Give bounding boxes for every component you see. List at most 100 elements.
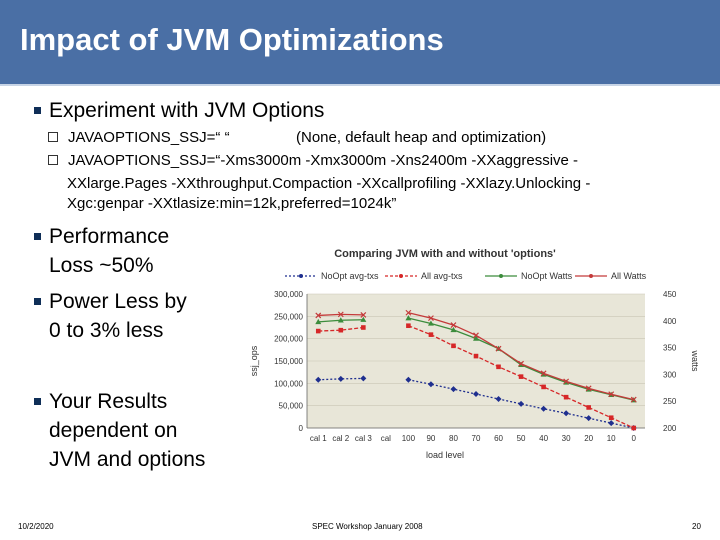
data-point [337,375,344,382]
chart-title: Comparing JVM with and without 'options' [334,248,556,260]
data-point [405,376,412,383]
x-tick-label: 40 [539,434,548,443]
data-point [473,332,479,339]
x-tick-label: 60 [494,434,503,443]
bullet-results-line-3: JVM and options [49,448,206,471]
x-tick-label: cal 1 [310,434,327,443]
data-point [518,400,525,407]
data-point [315,312,322,319]
bullet-results-line-1: Your Results [49,390,168,413]
data-point [315,328,321,334]
square-bullet-icon [34,398,41,405]
bullet-experiment: Experiment with JVM Options [34,96,324,125]
bullet-power-line-1: Power Less by [49,290,187,313]
y2-tick-label: 450 [663,290,677,299]
x-tick-label: 20 [584,434,593,443]
y2-tick-label: 200 [663,424,677,433]
sub-bullet-2-line-3: Xgc:genpar -XXtlasize:min=12k,preferred=… [67,195,397,212]
data-point [428,332,434,337]
y-tick-label: 0 [299,424,304,433]
sub-bullet-2-line-1: JAVAOPTIONS_SSJ=“-Xms3000m -Xmx3000m -Xn… [68,152,579,169]
data-point [361,325,366,330]
series-line [318,326,364,332]
data-point [450,386,457,393]
y-tick-label: 150,000 [274,357,303,366]
data-point [496,364,501,370]
square-bullet-icon [34,298,41,305]
legend-label: All avg-txs [421,271,463,281]
data-point [360,375,367,382]
data-point [473,353,479,359]
data-point [360,311,367,318]
data-point [451,343,456,349]
y2-tick-label: 250 [663,397,677,406]
data-point [473,335,479,341]
data-point [630,396,637,403]
bullet-results-line-2: dependent on [49,419,178,442]
x-tick-label: 30 [562,434,571,443]
sub-bullet-2-line-2: XXlarge.Pages -XXthroughput.Compaction -… [67,175,591,192]
y-tick-label: 200,000 [274,335,303,344]
footer-date: 10/2/2020 [18,522,54,531]
legend-marker [399,274,403,278]
data-point [563,394,569,400]
legend-label: All Watts [611,271,647,281]
data-point [585,415,592,422]
data-point [337,317,344,323]
square-bullet-icon [34,233,41,240]
y-tick-label: 100,000 [274,379,303,388]
series-line [318,377,364,381]
data-point [563,378,570,385]
data-point [608,391,615,398]
bullet-performance-line-1: Performance [49,225,170,248]
y-axis-label: ssj_ops [249,345,259,376]
series-line [408,379,634,429]
bullet-results: Your Results [34,387,167,416]
legend-label: NoOpt avg-txs [321,271,379,281]
sub-bullet-1: JAVAOPTIONS_SSJ=“ “ [48,129,230,147]
bullet-performance: Performance [34,222,169,251]
x-tick-label: cal 2 [332,434,349,443]
data-point [495,345,502,352]
data-point [608,415,614,421]
checkbox-bullet-icon [48,155,58,165]
bullet-power-line-2: 0 to 3% less [49,319,164,342]
y-tick-label: 50,000 [279,402,304,411]
sub-bullet-2: JAVAOPTIONS_SSJ=“-Xms3000m -Xmx3000m -Xn… [48,152,578,170]
x-tick-label: cal [381,434,391,443]
data-point [428,315,434,322]
x-axis-label: load level [426,450,464,460]
data-point [585,385,592,392]
footer-center: SPEC Workshop January 2008 [312,522,423,531]
data-point [405,315,412,321]
x-tick-label: 100 [402,434,416,443]
bullet-experiment-text: Experiment with JVM Options [49,99,325,122]
sub-bullet-1-text-b: (None, default heap and optimization) [296,129,547,146]
y-tick-label: 250,000 [274,312,303,321]
x-tick-label: 90 [426,434,435,443]
data-point [608,420,615,427]
x-tick-label: 70 [472,434,481,443]
legend-marker [299,274,303,278]
bullet-performance-line-2: Loss ~50% [49,254,154,277]
data-point [473,391,479,398]
data-point [405,309,412,316]
x-tick-label: 10 [607,434,616,443]
sub-bullet-1-text-a: JAVAOPTIONS_SSJ=“ “ [68,129,230,146]
y2-tick-label: 400 [663,317,677,326]
checkbox-bullet-icon [48,132,58,142]
data-point [518,360,524,367]
data-point [337,311,344,318]
x-tick-label: 0 [632,434,637,443]
chart-comparing-jvm: Comparing JVM with and without 'options'… [245,232,700,467]
bullet-power: Power Less by [34,287,187,316]
footer-page-number: 20 [692,522,701,531]
data-point [586,405,591,410]
data-point [563,410,570,417]
data-point [427,381,434,388]
data-point [495,395,502,402]
data-point [315,318,322,325]
y2-tick-label: 300 [663,370,677,379]
legend-marker [499,274,503,278]
y2-axis-label: watts [690,349,700,372]
